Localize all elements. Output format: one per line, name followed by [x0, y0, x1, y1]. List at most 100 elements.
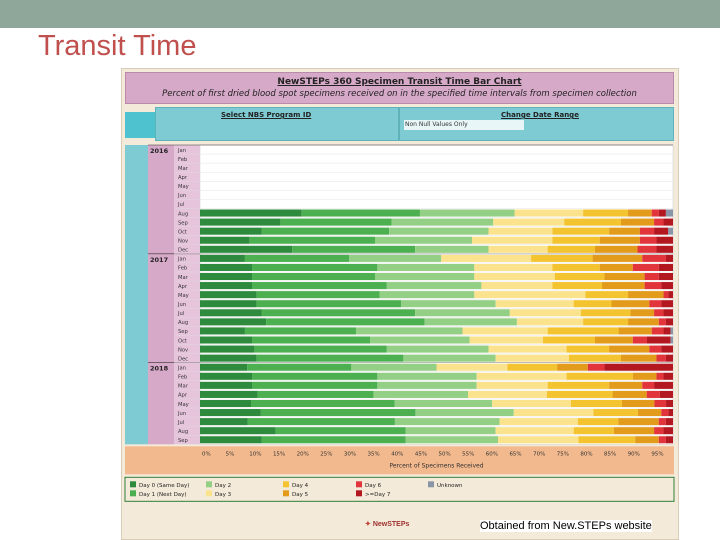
- bar-segment: [628, 209, 652, 217]
- x-tick-label: 35%: [368, 451, 380, 457]
- legend-swatch: [206, 481, 212, 488]
- bar-segment: [252, 372, 378, 380]
- legend-box: [124, 476, 675, 502]
- x-tick-label: 85%: [604, 451, 616, 457]
- bar-segment: [609, 227, 640, 235]
- bar-segment: [644, 272, 659, 281]
- bar-segment: [594, 245, 638, 253]
- bar-segment: [493, 218, 565, 226]
- bar-segment: [351, 363, 437, 371]
- bar-segment: [665, 418, 673, 426]
- bar-segment: [386, 345, 489, 353]
- bar-segment: [370, 336, 470, 344]
- bar-segment: [405, 427, 496, 435]
- year-column: [148, 145, 174, 445]
- bar-segment: [256, 300, 402, 308]
- bar-segment: [256, 354, 404, 362]
- filter-value[interactable]: Non Null Values Only: [404, 120, 524, 130]
- bar-segment: [644, 282, 662, 290]
- bar-segment: [301, 209, 420, 217]
- bar-segment: [200, 272, 253, 281]
- bar-segment: [663, 427, 673, 435]
- legend-swatch: [356, 490, 362, 497]
- bar-segment: [554, 272, 605, 281]
- bar-segment: [200, 372, 253, 380]
- bar-segment: [665, 254, 673, 262]
- bar-segment: [656, 354, 666, 362]
- top-banner: [0, 0, 720, 28]
- month-column: [174, 145, 200, 445]
- bar-segment: [252, 263, 378, 271]
- bar-segment: [266, 318, 425, 326]
- program-filter[interactable]: Select NBS Program ID: [155, 107, 399, 141]
- bar-segment: [252, 381, 378, 389]
- bar-segment: [546, 390, 613, 398]
- legend-label: Day 0 (Same Day): [139, 483, 189, 489]
- x-tick-label: 0%: [202, 451, 211, 457]
- program-filter-label: Select NBS Program ID: [221, 111, 312, 119]
- bar-segment: [244, 327, 357, 335]
- bar-segment: [514, 209, 584, 217]
- bar-segment: [200, 327, 245, 335]
- bar-segment: [649, 300, 662, 308]
- bar-segment: [531, 254, 593, 262]
- legend-label: >=Day 7: [365, 492, 391, 498]
- bar-segment: [415, 309, 510, 317]
- bar-segment: [613, 427, 655, 435]
- bar-segment: [661, 300, 673, 308]
- bar-segment: [254, 345, 387, 353]
- bar-segment: [244, 254, 349, 262]
- bar-segment: [637, 245, 657, 253]
- filter-toggle[interactable]: [125, 112, 155, 138]
- month-label: May: [178, 184, 189, 190]
- bar-segment: [661, 409, 669, 417]
- bar-segment: [547, 381, 610, 389]
- month-label: Jul: [177, 202, 184, 208]
- bar-segment: [261, 309, 416, 317]
- month-label: Sep: [178, 438, 188, 444]
- bar-segment: [247, 363, 352, 371]
- bar-segment: [391, 218, 494, 226]
- month-label: Apr: [178, 175, 188, 181]
- legend-swatch: [356, 481, 362, 488]
- bar-segment: [635, 436, 659, 444]
- bar-segment: [663, 372, 673, 380]
- bar-segment: [469, 336, 543, 344]
- month-label: Jul: [177, 420, 184, 426]
- bar-segment: [200, 263, 253, 271]
- bar-segment: [564, 218, 621, 226]
- month-label: Mar: [178, 275, 189, 281]
- bar-segment: [377, 263, 475, 271]
- bar-segment: [628, 291, 664, 299]
- bar-segment: [632, 372, 657, 380]
- month-label: May: [178, 402, 189, 408]
- bar-segment: [583, 318, 629, 326]
- month-label: Dec: [178, 248, 188, 254]
- bar-segment: [200, 282, 253, 290]
- bar-segment: [516, 318, 584, 326]
- bar-segment: [200, 409, 261, 417]
- bar-segment: [573, 427, 614, 435]
- bar-segment: [495, 300, 574, 308]
- bar-segment: [658, 436, 666, 444]
- bar-segment: [419, 209, 515, 217]
- bar-segment: [424, 318, 517, 326]
- month-label: Jun: [177, 193, 186, 199]
- bar-segment: [200, 354, 257, 362]
- bar-segment: [637, 409, 662, 417]
- month-label: Aug: [178, 320, 188, 326]
- bar-segment: [401, 300, 496, 308]
- bar-segment: [642, 254, 666, 262]
- bar-segment: [377, 372, 477, 380]
- legend-label: Day 5: [292, 492, 309, 498]
- bar-segment: [441, 254, 532, 262]
- bar-segment: [566, 345, 610, 353]
- bar-segment: [658, 272, 673, 281]
- legend-swatch: [283, 481, 289, 488]
- bar-segment: [620, 354, 657, 362]
- bar-segment: [618, 418, 659, 426]
- bar-segment: [658, 418, 666, 426]
- x-tick-label: 45%: [415, 451, 427, 457]
- bar-segment: [348, 254, 442, 262]
